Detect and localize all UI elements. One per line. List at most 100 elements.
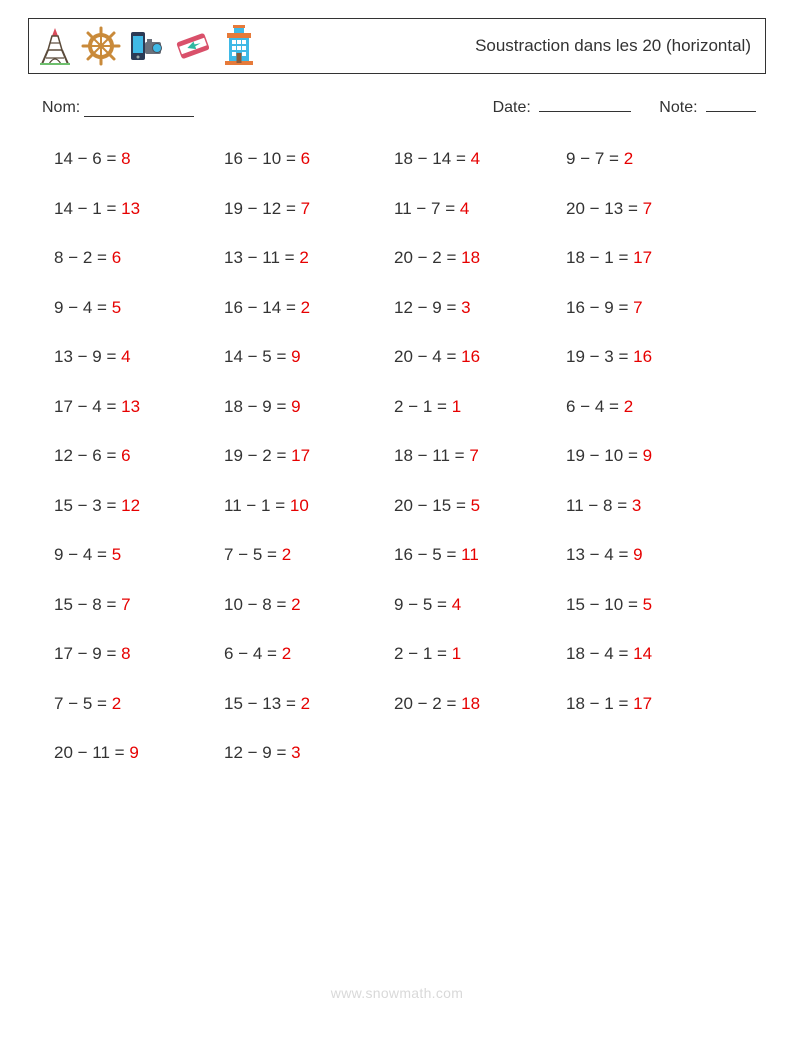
- operand-b: 1: [604, 248, 613, 267]
- problem-cell: 14 − 6 = 8: [54, 149, 224, 169]
- operand-a: 11: [566, 496, 584, 515]
- answer: 17: [291, 446, 310, 465]
- operand-a: 20: [566, 199, 585, 218]
- answer: 7: [301, 199, 310, 218]
- answer: 6: [301, 149, 310, 168]
- operand-a: 18: [394, 446, 413, 465]
- answer: 14: [633, 644, 652, 663]
- operand-a: 14: [224, 347, 243, 366]
- problem-cell: 16 − 10 = 6: [224, 149, 394, 169]
- problem-cell: 6 − 4 = 2: [224, 644, 394, 664]
- operand-a: 13: [566, 545, 585, 564]
- operand-b: 1: [423, 397, 432, 416]
- problem-cell: 20 − 2 = 18: [394, 248, 566, 268]
- operand-b: 1: [92, 199, 101, 218]
- operand-a: 18: [566, 644, 585, 663]
- operand-b: 4: [83, 298, 92, 317]
- operand-a: 12: [394, 298, 413, 317]
- operand-b: 14: [262, 298, 281, 317]
- operand-b: 13: [604, 199, 623, 218]
- operand-a: 17: [54, 397, 73, 416]
- operand-b: 6: [92, 149, 101, 168]
- answer: 1: [452, 644, 461, 663]
- answer: 17: [633, 694, 652, 713]
- operand-b: 2: [262, 446, 271, 465]
- answer: 4: [471, 149, 480, 168]
- operand-a: 13: [54, 347, 73, 366]
- operand-b: 10: [262, 149, 281, 168]
- problem-cell: 19 − 2 = 17: [224, 446, 394, 466]
- answer: 7: [121, 595, 130, 614]
- worksheet-title: Soustraction dans les 20 (horizontal): [475, 36, 755, 56]
- answer: 2: [301, 694, 310, 713]
- note-blank[interactable]: [706, 96, 756, 112]
- answer: 7: [633, 298, 642, 317]
- header-icons: [35, 25, 259, 67]
- answer: 2: [291, 595, 300, 614]
- answer: 6: [121, 446, 130, 465]
- problem-cell: 13 − 9 = 4: [54, 347, 224, 367]
- operand-b: 10: [604, 595, 623, 614]
- date-field: Date:: [493, 96, 632, 117]
- operand-b: 11: [262, 248, 280, 267]
- answer: 2: [112, 694, 121, 713]
- operand-b: 1: [423, 644, 432, 663]
- operand-b: 10: [604, 446, 623, 465]
- operand-a: 14: [54, 199, 73, 218]
- operand-b: 4: [604, 545, 613, 564]
- answer: 18: [461, 694, 480, 713]
- operand-b: 4: [83, 545, 92, 564]
- wheel-icon: [81, 25, 121, 67]
- problem-cell: 14 − 5 = 9: [224, 347, 394, 367]
- watermark: www.snowmath.com: [0, 985, 794, 1001]
- operand-a: 16: [224, 298, 243, 317]
- problem-cell: 18 − 1 = 17: [566, 248, 736, 268]
- operand-b: 4: [253, 644, 262, 663]
- answer: 11: [461, 545, 479, 564]
- operand-a: 19: [224, 199, 243, 218]
- operand-a: 18: [224, 397, 243, 416]
- name-blank[interactable]: [84, 101, 194, 117]
- operand-b: 2: [432, 248, 441, 267]
- answer: 16: [461, 347, 480, 366]
- answer: 8: [121, 644, 130, 663]
- problems-grid: 14 − 6 = 816 − 10 = 618 − 14 = 49 − 7 = …: [28, 149, 766, 763]
- operand-b: 14: [432, 149, 451, 168]
- operand-b: 8: [603, 496, 612, 515]
- worksheet-page: Soustraction dans les 20 (horizontal) No…: [0, 0, 794, 1053]
- operand-b: 7: [595, 149, 604, 168]
- problem-cell: 7 − 5 = 2: [224, 545, 394, 565]
- operand-a: 15: [566, 595, 585, 614]
- date-blank[interactable]: [539, 96, 631, 112]
- operand-b: 9: [262, 743, 271, 762]
- problem-cell: 6 − 4 = 2: [566, 397, 736, 417]
- eiffel-icon: [35, 25, 75, 67]
- problem-cell: 15 − 8 = 7: [54, 595, 224, 615]
- problem-cell: 13 − 4 = 9: [566, 545, 736, 565]
- answer: 9: [291, 347, 300, 366]
- problem-cell: 12 − 6 = 6: [54, 446, 224, 466]
- problem-cell: [394, 743, 566, 763]
- operand-a: 12: [54, 446, 73, 465]
- note-label: Note:: [659, 99, 697, 116]
- operand-a: 9: [54, 545, 63, 564]
- problem-cell: 11 − 1 = 10: [224, 496, 394, 516]
- operand-b: 5: [262, 347, 271, 366]
- answer: 2: [624, 149, 633, 168]
- problem-cell: 16 − 5 = 11: [394, 545, 566, 565]
- operand-b: 1: [261, 496, 270, 515]
- operand-b: 2: [432, 694, 441, 713]
- problem-cell: [566, 743, 736, 763]
- problem-cell: 7 − 5 = 2: [54, 694, 224, 714]
- answer: 2: [624, 397, 633, 416]
- problem-cell: 20 − 15 = 5: [394, 496, 566, 516]
- answer: 2: [299, 248, 308, 267]
- answer: 4: [452, 595, 461, 614]
- operand-b: 9: [262, 397, 271, 416]
- problem-cell: 19 − 12 = 7: [224, 199, 394, 219]
- problem-cell: 11 − 7 = 4: [394, 199, 566, 219]
- operand-b: 11: [432, 446, 450, 465]
- operand-a: 8: [54, 248, 63, 267]
- camera-icon: [127, 25, 167, 67]
- name-field: Nom:: [42, 96, 194, 117]
